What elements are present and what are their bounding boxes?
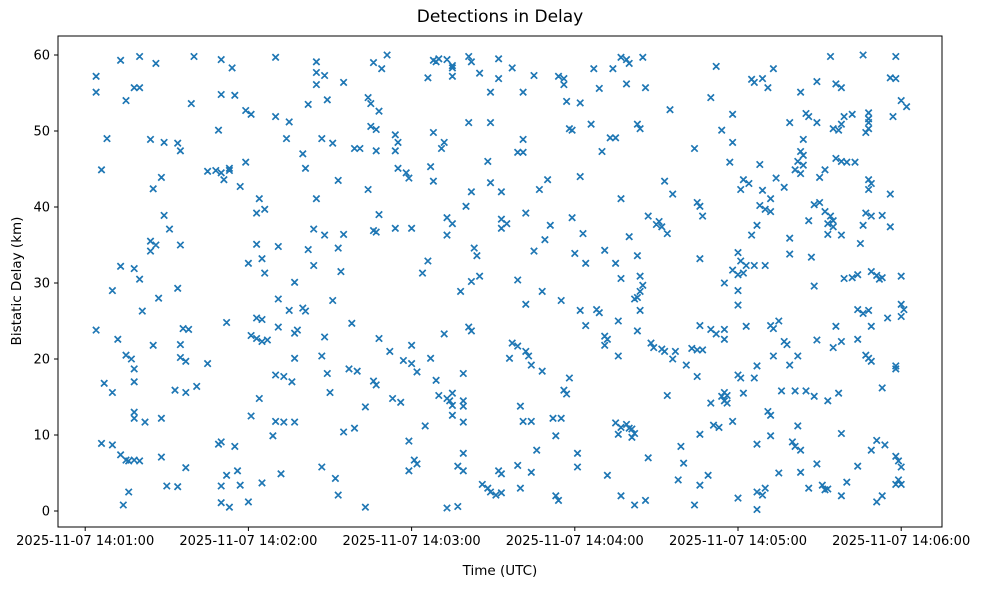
svg-text:2025-11-07 14:06:00: 2025-11-07 14:06:00 xyxy=(832,534,970,549)
svg-text:2025-11-07 14:02:00: 2025-11-07 14:02:00 xyxy=(179,534,317,549)
svg-text:2025-11-07 14:01:00: 2025-11-07 14:01:00 xyxy=(16,534,154,549)
svg-text:0: 0 xyxy=(42,505,50,520)
svg-text:30: 30 xyxy=(33,277,50,292)
svg-text:2025-11-07 14:03:00: 2025-11-07 14:03:00 xyxy=(343,534,481,549)
svg-text:2025-11-07 14:05:00: 2025-11-07 14:05:00 xyxy=(669,534,807,549)
svg-text:2025-11-07 14:04:00: 2025-11-07 14:04:00 xyxy=(506,534,644,549)
svg-text:10: 10 xyxy=(33,429,50,444)
y-axis-label: Bistatic Delay (km) xyxy=(9,216,25,346)
svg-text:20: 20 xyxy=(33,353,50,368)
x-axis-label: Time (UTC) xyxy=(462,563,538,579)
chart-title: Detections in Delay xyxy=(416,7,584,27)
svg-text:60: 60 xyxy=(33,49,50,64)
svg-text:40: 40 xyxy=(33,201,50,216)
svg-text:50: 50 xyxy=(33,125,50,140)
